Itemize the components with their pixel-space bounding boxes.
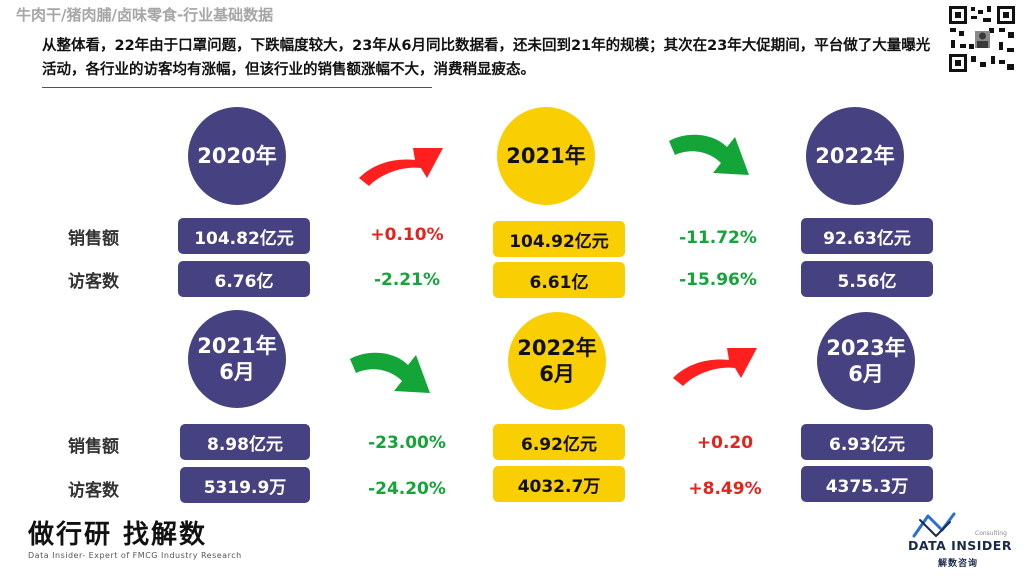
row-label-sales: 销售额 — [68, 437, 119, 457]
period-month: 6月 — [539, 362, 575, 386]
sales-change-2022-2023-june: +0.20 — [696, 433, 754, 453]
brand-slogan: 做行研 找解数 — [28, 520, 208, 550]
visitors-value-2020: 6.76亿 — [178, 261, 310, 297]
value-text: 8.98亿元 — [207, 434, 283, 455]
period-month: 6月 — [219, 360, 255, 384]
sales-value-2021: 104.92亿元 — [493, 221, 625, 257]
period-label: 2020年 — [197, 144, 277, 168]
green-down-arrow-icon — [348, 347, 436, 397]
period-circle-2021: 2021年 — [497, 107, 595, 205]
period-label: 2021年 — [506, 144, 586, 168]
period-year: 2021年 — [197, 334, 277, 358]
value-text: 6.92亿元 — [521, 434, 597, 455]
value-text: 5319.9万 — [203, 477, 287, 498]
logo-name: DATA INSIDER — [908, 538, 1012, 553]
value-text: 6.61亿 — [529, 272, 589, 293]
sales-value-2020: 104.82亿元 — [178, 218, 310, 254]
sales-change-2021-2022: -11.72% — [679, 228, 757, 248]
period-year: 2023年 — [826, 336, 906, 360]
sales-value-2023-june: 6.93亿元 — [801, 424, 933, 460]
green-down-arrow-icon — [667, 129, 755, 179]
row-label-sales: 销售额 — [68, 229, 119, 249]
sales-change-2021-2022-june: -23.00% — [368, 433, 446, 453]
row-label-visitors: 访客数 — [68, 481, 119, 501]
value-text: 92.63亿元 — [823, 228, 911, 249]
period-label: 2022年 — [815, 144, 895, 168]
value-text: 4375.3万 — [825, 476, 909, 497]
brand-tagline: Data Insider- Expert of FMCG Industry Re… — [28, 551, 242, 560]
period-month: 6月 — [848, 362, 884, 386]
period-circle-2022-june: 2022年 6月 — [508, 312, 606, 410]
data-insider-logo-icon — [906, 510, 1016, 572]
sales-value-2021-june: 8.98亿元 — [180, 424, 310, 460]
sales-value-2022-june: 6.92亿元 — [493, 424, 625, 460]
logo-chinese-name: 解数咨询 — [938, 559, 979, 569]
red-up-arrow-icon — [671, 340, 759, 388]
qr-code-icon — [947, 4, 1017, 74]
visitors-value-2022-june: 4032.7万 — [493, 466, 625, 502]
sales-value-2022: 92.63亿元 — [801, 218, 933, 254]
period-circle-2021-june: 2021年 6月 — [188, 310, 286, 408]
value-text: 4032.7万 — [517, 476, 601, 497]
visitors-change-2022-2023-june: +8.49% — [688, 479, 762, 499]
value-text: 104.82亿元 — [194, 228, 294, 249]
category-title: 牛肉干/猪肉脯/卤味零食-行业基础数据 — [16, 6, 274, 24]
sales-change-2020-2021: +0.10% — [370, 225, 444, 245]
row-label-visitors: 访客数 — [68, 272, 119, 292]
period-year: 2022年 — [517, 336, 597, 360]
period-circle-2023-june: 2023年 6月 — [817, 312, 915, 410]
visitors-value-2021-june: 5319.9万 — [180, 467, 310, 503]
visitors-value-2021: 6.61亿 — [493, 262, 625, 298]
logo-subtitle: Consulting — [975, 530, 1007, 537]
summary-text: 从整体看，22年由于口罩问题，下跌幅度较大，23年从6月同比数据看，还未回到21… — [42, 38, 931, 78]
visitors-value-2022: 5.56亿 — [801, 261, 933, 297]
value-text: 6.76亿 — [214, 271, 274, 292]
visitors-change-2021-2022-june: -24.20% — [368, 479, 446, 499]
value-text: 6.93亿元 — [829, 434, 905, 455]
period-circle-2020: 2020年 — [188, 107, 286, 205]
visitors-change-2021-2022: -15.96% — [679, 270, 757, 290]
visitors-value-2023-june: 4375.3万 — [801, 466, 933, 502]
value-text: 5.56亿 — [837, 271, 897, 292]
red-up-arrow-icon — [357, 140, 445, 188]
visitors-change-2020-2021: -2.21% — [373, 270, 441, 290]
divider-line — [42, 87, 432, 88]
period-circle-2022: 2022年 — [806, 107, 904, 205]
value-text: 104.92亿元 — [509, 231, 609, 252]
